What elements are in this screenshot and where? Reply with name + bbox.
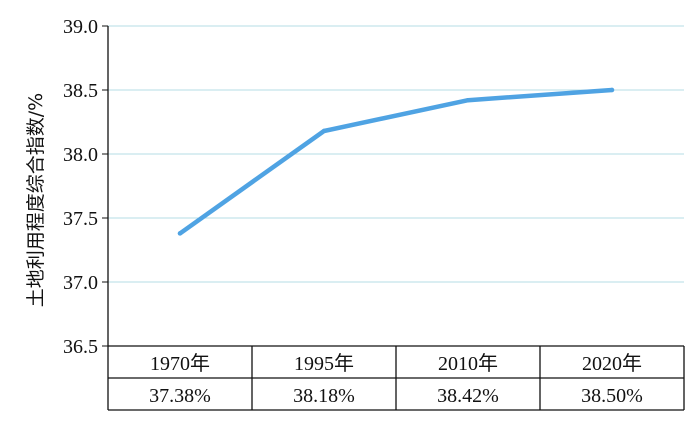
data-point: [465, 98, 471, 103]
y-tick-label: 38.0: [63, 144, 98, 166]
category-label: 1970年: [150, 352, 210, 375]
y-axis-label: 土地利用程度综合指数/%: [25, 93, 47, 307]
table-value-label: 38.18%: [293, 385, 355, 407]
series-line: [177, 87, 615, 236]
data-point: [321, 128, 327, 134]
axes: [102, 25, 109, 410]
table-value-label: 37.38%: [149, 385, 211, 407]
grid-lines: [108, 25, 684, 283]
y-tick-label: 36.5: [63, 336, 98, 358]
data-table: 1970年 1995年 2010年 2020年 37.38% 38.18% 38.42% 38…: [108, 345, 685, 411]
y-tick-label: 38.5: [63, 80, 98, 102]
y-tick-label: 39.0: [63, 16, 98, 38]
category-label: 2020年: [582, 352, 642, 375]
data-point: [609, 87, 615, 93]
category-label: 2010年: [438, 352, 498, 375]
y-tick-label: 37.0: [63, 272, 98, 294]
table-value-label: 38.50%: [581, 385, 643, 407]
data-point: [177, 231, 183, 236]
category-label: 1995年: [294, 352, 354, 375]
series: [177, 87, 615, 236]
y-tick-label: 37.5: [63, 208, 98, 230]
table-value-label: 38.42%: [437, 385, 499, 407]
y-tick-labels: 36.5 37.0 37.5 38.0 38.5 39.0: [63, 16, 98, 358]
